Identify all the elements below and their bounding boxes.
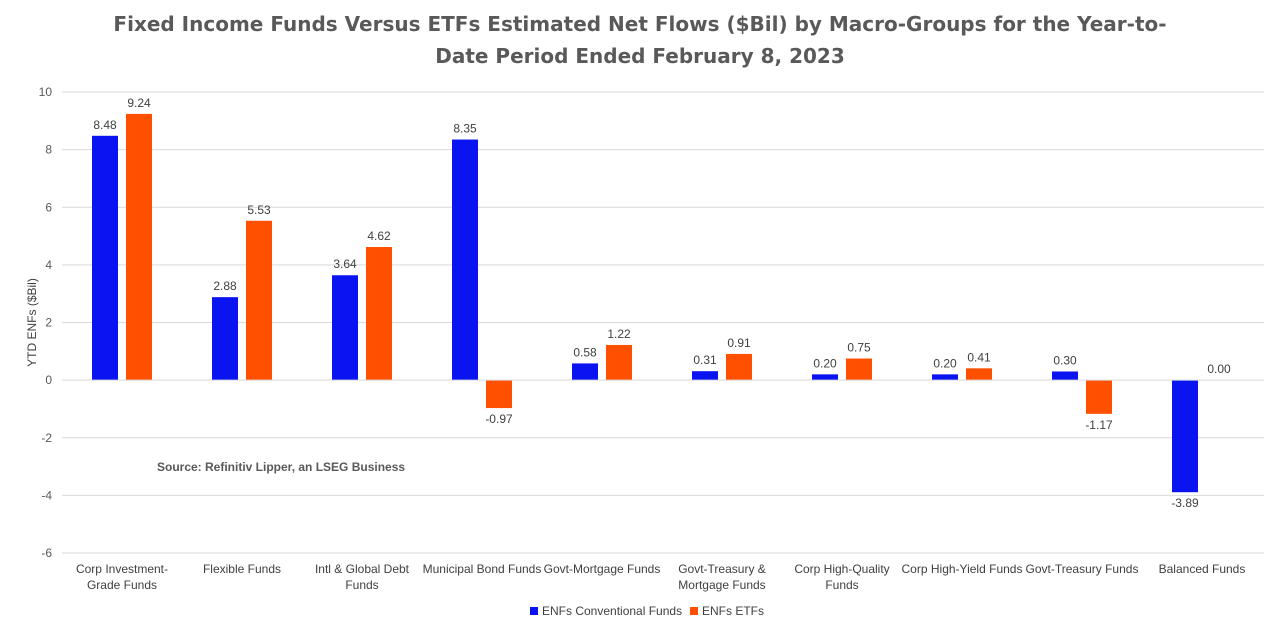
data-label: 9.24 bbox=[127, 96, 151, 110]
bar-etf bbox=[1086, 380, 1112, 414]
bar-etf bbox=[486, 380, 512, 409]
legend-swatch bbox=[690, 607, 698, 615]
bar-conventional bbox=[572, 363, 598, 381]
data-label: 0.30 bbox=[1053, 353, 1077, 367]
y-axis-title: YTD ENFs ($Bil) bbox=[25, 278, 39, 367]
y-tick-label: 10 bbox=[39, 85, 53, 99]
bar-conventional bbox=[332, 275, 358, 381]
y-tick-label: -4 bbox=[41, 488, 52, 502]
source-annotation: Source: Refinitiv Lipper, an LSEG Busine… bbox=[157, 460, 405, 474]
y-tick-label: 6 bbox=[45, 200, 52, 214]
chart-title: Fixed Income Funds Versus ETFs Estimated… bbox=[0, 8, 1280, 72]
data-label: 8.48 bbox=[93, 118, 117, 132]
legend-label: ENFs Conventional Funds bbox=[542, 604, 682, 618]
legend-label: ENFs ETFs bbox=[702, 604, 764, 618]
bar-etf bbox=[726, 353, 752, 381]
bar-conventional bbox=[452, 139, 478, 381]
bar-conventional bbox=[932, 374, 958, 381]
category-label: Corp High-Yield Funds bbox=[902, 562, 1023, 576]
bar-etf bbox=[126, 113, 152, 381]
y-tick-label: 0 bbox=[45, 373, 52, 387]
gridlines bbox=[62, 91, 1264, 554]
bar-etf bbox=[366, 247, 392, 381]
bar-etf bbox=[606, 344, 632, 381]
data-label: -0.97 bbox=[485, 412, 513, 426]
category-label: Flexible Funds bbox=[203, 562, 281, 576]
category-label: Balanced Funds bbox=[1159, 562, 1246, 576]
bar-etf bbox=[246, 220, 272, 381]
y-tick-label: -2 bbox=[41, 431, 52, 445]
data-label: 0.41 bbox=[967, 350, 991, 364]
category-label: Govt-Mortgage Funds bbox=[544, 562, 661, 576]
bar-conventional bbox=[1052, 371, 1078, 381]
data-label: 0.75 bbox=[847, 341, 871, 355]
data-label: 5.53 bbox=[247, 203, 271, 217]
category-label: Intl & Global Debt bbox=[315, 562, 410, 576]
category-label: Mortgage Funds bbox=[678, 578, 765, 592]
category-label: Grade Funds bbox=[87, 578, 157, 592]
category-label: Govt-Treasury Funds bbox=[1026, 562, 1139, 576]
bar-etf bbox=[966, 368, 992, 381]
data-label: 1.22 bbox=[607, 327, 631, 341]
bar-conventional bbox=[92, 135, 118, 381]
data-label: 0.00 bbox=[1207, 362, 1231, 376]
data-label: 2.88 bbox=[213, 279, 237, 293]
data-label: 0.91 bbox=[727, 336, 751, 350]
bar-conventional bbox=[212, 297, 238, 381]
chart-title-line-2: Date Period Ended February 8, 2023 bbox=[435, 44, 845, 68]
data-label: 0.31 bbox=[693, 353, 717, 367]
category-label: Municipal Bond Funds bbox=[423, 562, 542, 576]
y-tick-label: 4 bbox=[45, 258, 52, 272]
data-label: 0.20 bbox=[933, 356, 957, 370]
category-label: Govt-Treasury & bbox=[678, 562, 766, 576]
category-label: Corp Investment- bbox=[76, 562, 168, 576]
y-tick-label: -6 bbox=[41, 546, 52, 560]
bar-conventional bbox=[1172, 380, 1198, 493]
category-label: Funds bbox=[825, 578, 858, 592]
data-label: 4.62 bbox=[367, 229, 391, 243]
bar-conventional bbox=[692, 371, 718, 381]
legend: ENFs Conventional Funds ENFs ETFs bbox=[530, 604, 764, 618]
y-tick-label: 2 bbox=[45, 316, 52, 330]
data-label: 3.64 bbox=[333, 257, 357, 271]
data-label: 8.35 bbox=[453, 122, 477, 136]
y-tick-label: 8 bbox=[45, 143, 52, 157]
data-label: -3.89 bbox=[1171, 496, 1199, 510]
bar-conventional bbox=[812, 374, 838, 381]
category-label: Funds bbox=[345, 578, 378, 592]
bar-etf bbox=[846, 358, 872, 381]
data-label: -1.17 bbox=[1085, 418, 1113, 432]
x-axis-categories: Corp Investment- Grade Funds Flexible Fund… bbox=[76, 562, 1245, 592]
y-axis-ticks: 10 8 6 4 2 0 -2 -4 -6 bbox=[39, 85, 53, 560]
chart-title-line-1: Fixed Income Funds Versus ETFs Estimated… bbox=[113, 12, 1167, 36]
data-labels: 8.48 2.88 3.64 8.35 0.58 0.31 0.20 0.20 0.30 -3.8… bbox=[93, 96, 1231, 510]
legend-swatch bbox=[530, 607, 538, 615]
bars bbox=[92, 113, 1198, 493]
data-label: 0.20 bbox=[813, 356, 837, 370]
data-label: 0.58 bbox=[573, 345, 597, 359]
category-label: Corp High-Quality bbox=[794, 562, 889, 576]
